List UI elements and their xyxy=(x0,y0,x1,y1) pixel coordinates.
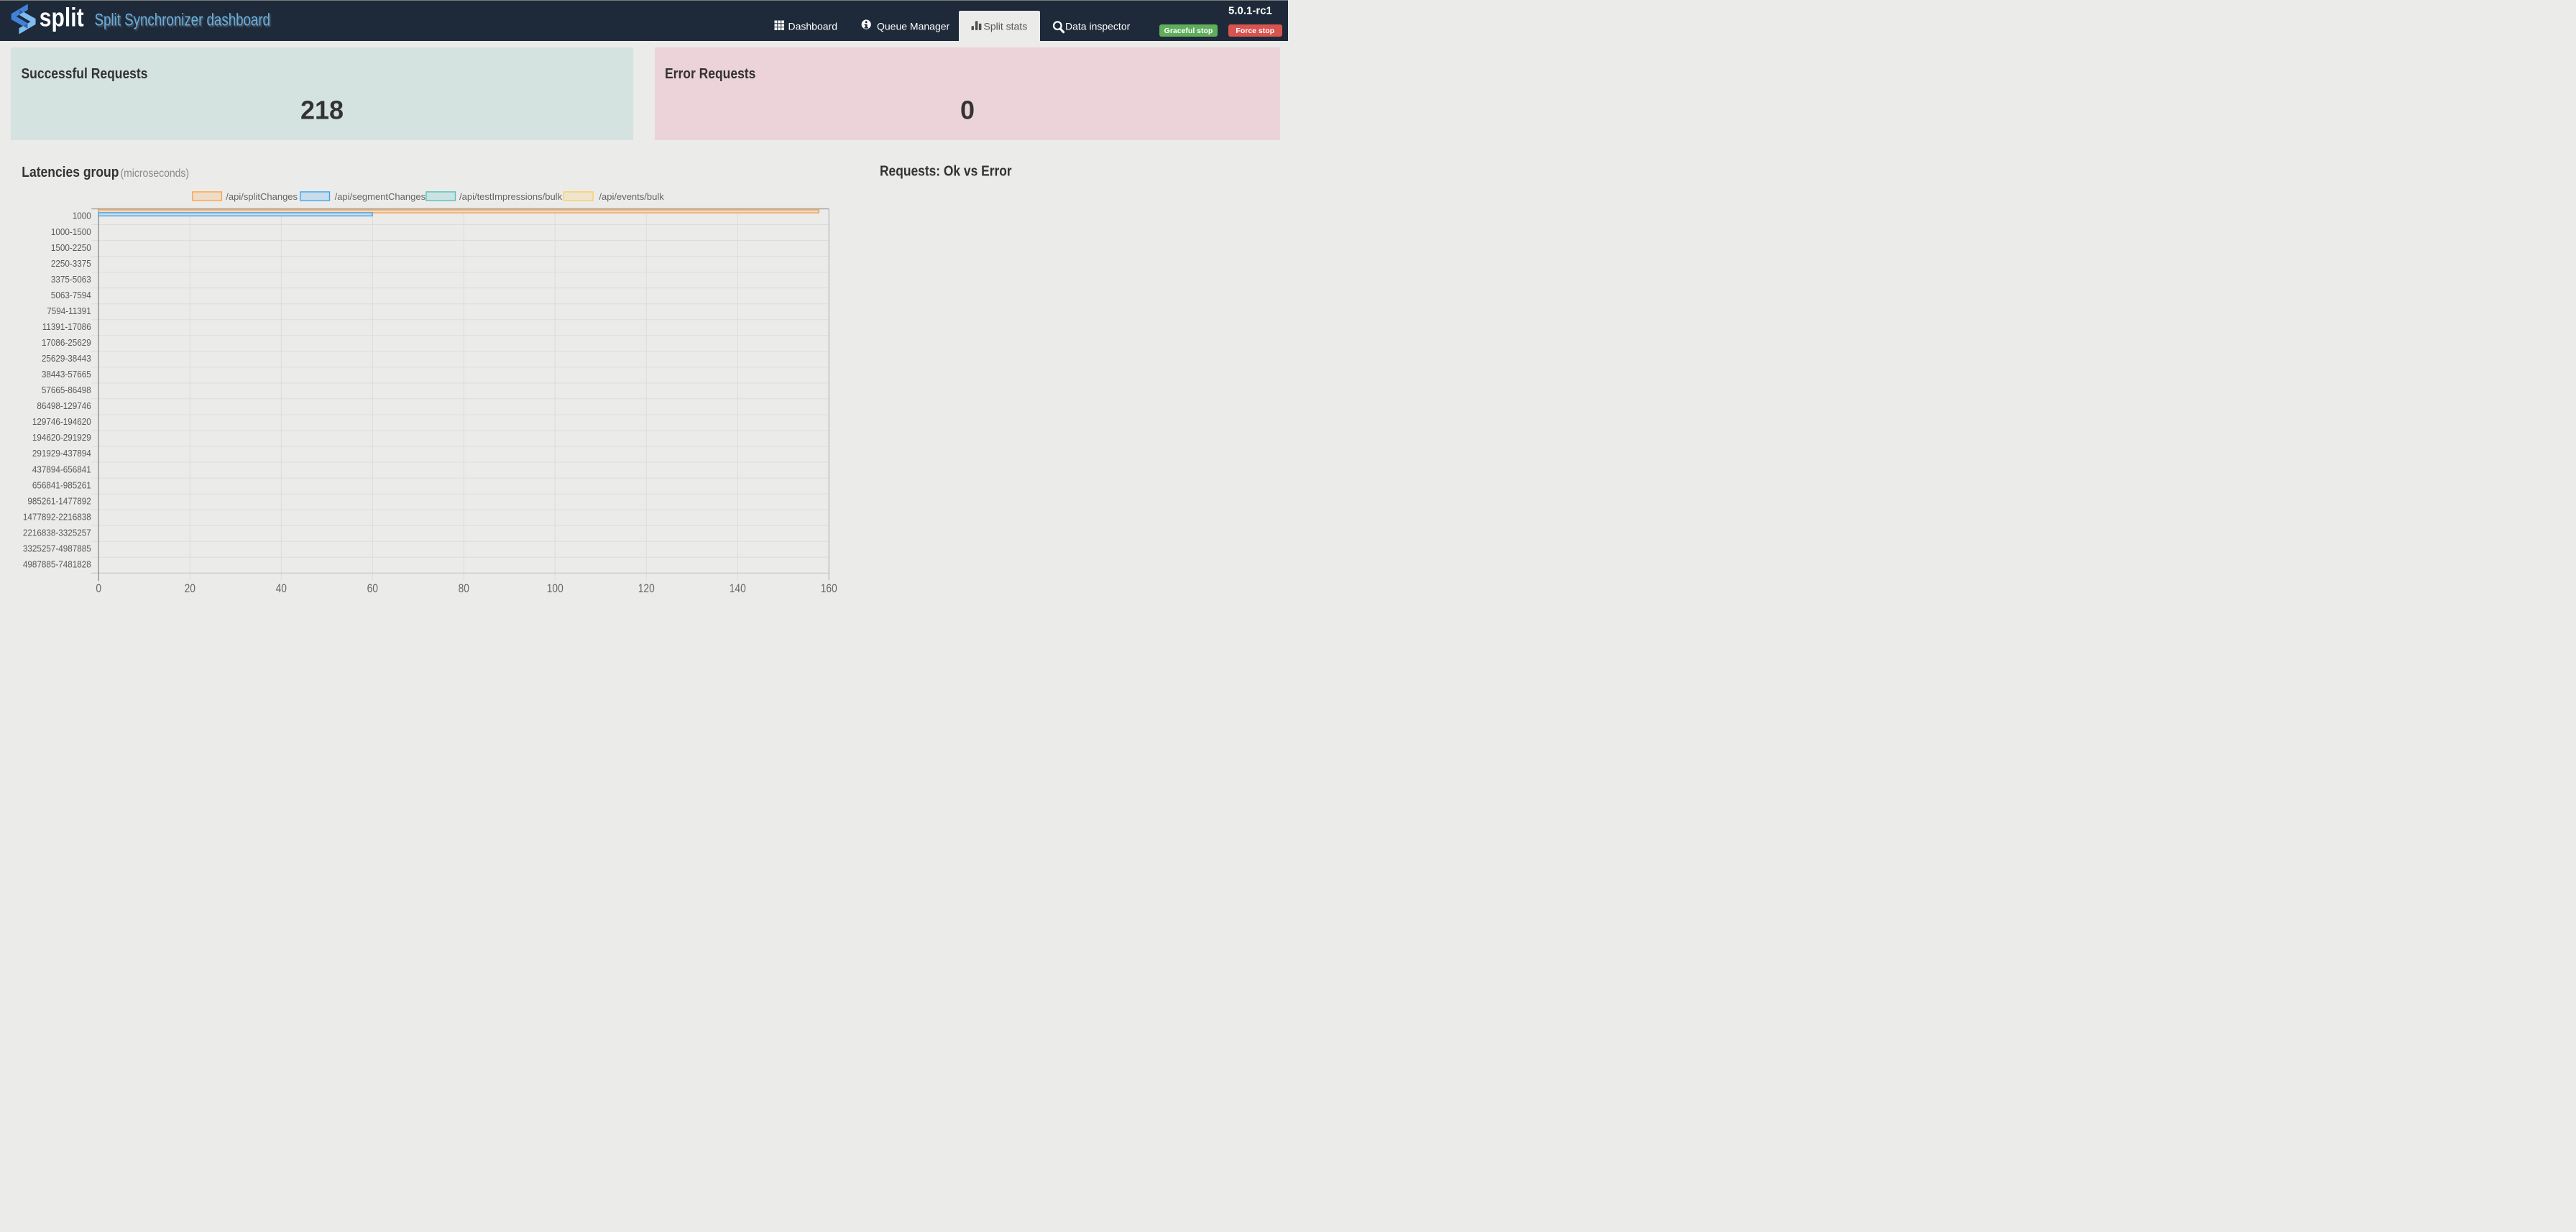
svg-text:/api/events/bulk: /api/events/bulk xyxy=(599,191,664,202)
svg-text:38443-57665: 38443-57665 xyxy=(42,369,91,380)
svg-text:160: 160 xyxy=(821,582,837,596)
svg-text:5.0.1-rc1: 5.0.1-rc1 xyxy=(1228,5,1272,17)
svg-text:split: split xyxy=(40,4,84,32)
svg-text:Dashboard: Dashboard xyxy=(788,21,838,32)
svg-text:120: 120 xyxy=(638,582,655,596)
svg-text:100: 100 xyxy=(547,582,564,596)
svg-text:Force stop: Force stop xyxy=(1236,27,1274,35)
svg-text:60: 60 xyxy=(367,582,378,596)
svg-text:40: 40 xyxy=(276,582,287,596)
svg-text:Split Synchronizer dashboard: Split Synchronizer dashboard xyxy=(96,12,271,31)
svg-text:1000: 1000 xyxy=(73,211,91,221)
svg-text:/api/splitChanges: /api/splitChanges xyxy=(226,191,298,202)
svg-text:1500-2250: 1500-2250 xyxy=(51,242,91,253)
svg-text:1477892-2216838: 1477892-2216838 xyxy=(23,512,91,523)
svg-text:3325257-4987885: 3325257-4987885 xyxy=(23,543,91,554)
svg-text:Latencies group (microseconds): Latencies group (microseconds) xyxy=(22,164,189,180)
svg-text:985261-1477892: 985261-1477892 xyxy=(27,496,91,507)
svg-text:437894-656841: 437894-656841 xyxy=(32,464,91,475)
svg-text:Split stats: Split stats xyxy=(984,21,1028,32)
svg-text:7594-11391: 7594-11391 xyxy=(47,305,91,316)
svg-text:194620-291929: 194620-291929 xyxy=(32,433,91,443)
svg-text:Data inspector: Data inspector xyxy=(1065,21,1131,32)
svg-text:25629-38443: 25629-38443 xyxy=(42,353,91,364)
svg-text:/api/segmentChanges: /api/segmentChanges xyxy=(335,191,426,202)
svg-text:Requests: Ok vs Error: Requests: Ok vs Error xyxy=(880,162,1012,178)
svg-text:11391-17086: 11391-17086 xyxy=(42,321,91,332)
svg-text:218: 218 xyxy=(300,96,344,125)
svg-text:80: 80 xyxy=(459,582,469,596)
svg-text:17086-25629: 17086-25629 xyxy=(42,337,91,348)
svg-text:0: 0 xyxy=(960,96,975,125)
svg-text:Split Synchronizer dashboard: Split Synchronizer dashboard xyxy=(95,11,270,30)
svg-text:1000-1500: 1000-1500 xyxy=(51,226,91,237)
svg-text:3375-5063: 3375-5063 xyxy=(51,274,91,285)
svg-text:Queue Manager: Queue Manager xyxy=(877,21,950,32)
svg-text:656841-985261: 656841-985261 xyxy=(32,480,91,491)
svg-text:0: 0 xyxy=(96,582,101,596)
svg-text:Successful Requests: Successful Requests xyxy=(22,65,148,81)
svg-text:291929-437894: 291929-437894 xyxy=(32,449,91,459)
svg-text:140: 140 xyxy=(730,582,746,596)
svg-text:20: 20 xyxy=(185,582,196,596)
svg-text:Graceful stop: Graceful stop xyxy=(1164,27,1213,35)
svg-text:5063-7594: 5063-7594 xyxy=(51,290,91,300)
svg-text:86498-129746: 86498-129746 xyxy=(37,400,91,411)
svg-text:2250-3375: 2250-3375 xyxy=(51,258,91,269)
svg-text:2216838-3325257: 2216838-3325257 xyxy=(23,528,91,538)
svg-text:/api/testImpressions/bulk: /api/testImpressions/bulk xyxy=(459,191,563,202)
svg-text:Error Requests: Error Requests xyxy=(665,65,755,81)
svg-text:129746-194620: 129746-194620 xyxy=(32,416,91,427)
svg-text:4987885-7481828: 4987885-7481828 xyxy=(23,559,91,570)
svg-text:57665-86498: 57665-86498 xyxy=(42,385,91,395)
